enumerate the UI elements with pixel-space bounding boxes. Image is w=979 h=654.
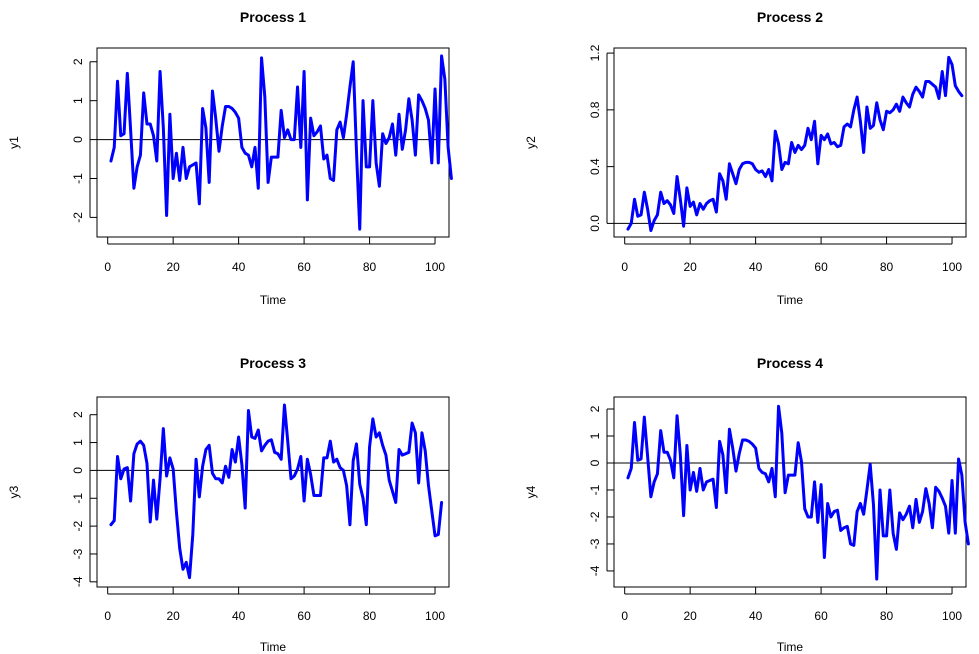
x-tick-label: 0 <box>621 260 628 274</box>
chart-panel-2: 0 20 40 60 80 100 0.0 0.4 0.8 1.2 Process 2 Time y2 <box>524 9 967 307</box>
x-tick-label: 40 <box>232 609 246 623</box>
x-tick-label: 20 <box>166 609 180 623</box>
x-axis-label: Time <box>777 640 804 654</box>
x-tick-label: 0 <box>104 260 111 274</box>
x-tick-label: 60 <box>814 609 828 623</box>
x-tick-label: 100 <box>425 260 445 274</box>
chart-title: Process 1 <box>240 9 306 25</box>
x-tick-label: 100 <box>425 609 445 623</box>
x-tick-label: 0 <box>104 609 111 623</box>
x-axis-label: Time <box>777 293 804 307</box>
y-tick-label: 0.4 <box>588 158 602 175</box>
plot-frame <box>96 396 450 588</box>
y-tick-label: 2 <box>71 411 85 418</box>
y-tick-label: -4 <box>588 565 602 576</box>
chart-title: Process 2 <box>757 9 823 25</box>
x-tick-label: 40 <box>749 609 763 623</box>
x-tick-label: 80 <box>363 609 377 623</box>
y-axis-label: y4 <box>524 485 538 498</box>
series-line <box>109 403 444 580</box>
y-tick-label: -2 <box>588 511 602 522</box>
y-tick-label: -2 <box>71 520 85 531</box>
y-tick-label: 1 <box>588 432 602 439</box>
series-line <box>626 404 970 581</box>
chart-title: Process 4 <box>757 355 823 371</box>
x-tick-label: 100 <box>942 609 962 623</box>
y-tick-label: 0.8 <box>588 101 602 118</box>
x-axis-label: Time <box>260 293 287 307</box>
series-line <box>109 54 453 231</box>
x-tick-label: 80 <box>880 609 894 623</box>
y-axis-label: y3 <box>7 485 21 498</box>
x-tick-label: 60 <box>814 260 828 274</box>
y-tick-label: -1 <box>71 173 85 184</box>
x-tick-label: 40 <box>749 260 763 274</box>
x-tick-label: 20 <box>683 609 697 623</box>
chart-panel-3: 0 20 40 60 80 100 -4 -3 -2 -1 0 1 2 Process 3 Time y3 <box>7 355 450 654</box>
y-tick-label: -3 <box>588 538 602 549</box>
plot-frame <box>613 396 967 588</box>
x-tick-label: 80 <box>880 260 894 274</box>
y-tick-label: 2 <box>71 58 85 65</box>
x-tick-label: 60 <box>297 609 311 623</box>
y-tick-label: 1 <box>71 97 85 104</box>
y-tick-label: -1 <box>588 484 602 495</box>
y-tick-label: 0.0 <box>588 215 602 232</box>
y-tick-label: -1 <box>71 493 85 504</box>
x-axis-label: Time <box>260 640 287 654</box>
x-tick-label: 20 <box>683 260 697 274</box>
plot-frame <box>613 47 967 238</box>
x-tick-label: 40 <box>232 260 246 274</box>
y-tick-label: 2 <box>588 405 602 412</box>
series-line <box>626 55 964 232</box>
x-tick-label: 100 <box>942 260 962 274</box>
y-tick-label: 1 <box>71 439 85 446</box>
x-tick-label: 20 <box>166 260 180 274</box>
y-axis-label: y1 <box>7 136 21 149</box>
y-tick-label: -2 <box>71 212 85 223</box>
y-tick-label: 1.2 <box>588 44 602 61</box>
x-tick-label: 60 <box>297 260 311 274</box>
chart-panel-1: 0 20 40 60 80 100 -2 -1 0 1 2 Process 1 Time y1 <box>7 9 453 307</box>
y-tick-label: 0 <box>71 467 85 474</box>
chart-panel-4: 0 20 40 60 80 100 -4 -3 -2 -1 0 1 2 Process 4 Time y4 <box>524 355 970 654</box>
y-axis-label: y2 <box>524 136 538 149</box>
y-tick-label: 0 <box>588 459 602 466</box>
x-tick-label: 80 <box>363 260 377 274</box>
y-tick-label: -3 <box>71 548 85 559</box>
chart-title: Process 3 <box>240 355 306 371</box>
x-tick-label: 0 <box>621 609 628 623</box>
y-tick-label: 0 <box>71 136 85 143</box>
y-tick-label: -4 <box>71 576 85 587</box>
